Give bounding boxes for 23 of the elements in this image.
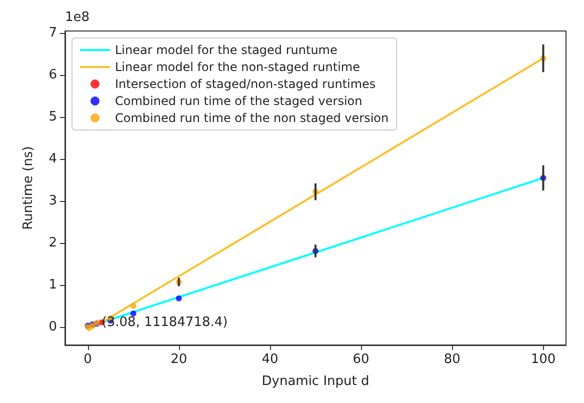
y-tick-label: 0 [48, 319, 57, 334]
y-tick-label: 3 [48, 194, 57, 209]
y-tick-label: 4 [48, 152, 57, 167]
y-axis-title: Runtime (ns) [21, 146, 36, 230]
y-tick-label: 6 [48, 68, 57, 83]
legend-label: Combined run time of the staged version [115, 94, 362, 108]
x-tick-label: 40 [262, 352, 278, 367]
annotation: (3.08, 11184718.4) [102, 314, 228, 330]
y-tick-label: 1 [48, 277, 57, 292]
legend-label: Linear model for the staged runtume [115, 43, 338, 57]
x-tick-label: 60 [352, 352, 370, 367]
legend-label: Linear model for the non-staged runtime [115, 60, 360, 74]
x-tick-label: 100 [530, 352, 556, 367]
x-tick-label: 80 [444, 352, 460, 367]
x-tick-label: 0 [84, 352, 92, 367]
legend-label: Intersection of staged/non-staged runtimes [115, 77, 376, 91]
legend-label: Combined run time of the non staged version [115, 111, 389, 125]
x-axis-title: Dynamic Input d [262, 374, 370, 389]
x-tick-label: 20 [170, 352, 188, 367]
text: 1e8 [65, 10, 90, 25]
y-tick-label: 7 [48, 26, 57, 41]
y-tick-label: 2 [48, 235, 57, 250]
y-tick-label: 5 [48, 110, 57, 125]
